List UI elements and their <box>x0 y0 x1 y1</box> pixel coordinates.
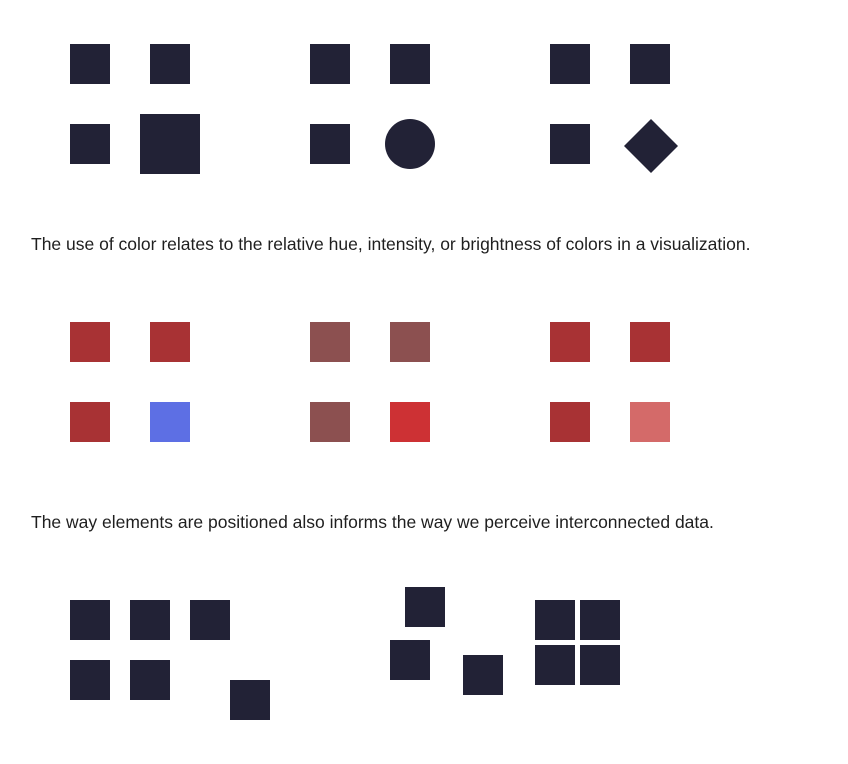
position-square <box>535 600 575 640</box>
color-square <box>310 322 350 362</box>
color-square-odd <box>630 402 670 442</box>
position-square <box>70 600 110 640</box>
color-square <box>70 402 110 442</box>
position-square <box>130 660 170 700</box>
shape-circle <box>385 119 435 169</box>
color-square <box>150 322 190 362</box>
shape-large-square <box>140 114 200 174</box>
shape-square <box>550 124 590 164</box>
position-square <box>405 587 445 627</box>
position-square <box>230 680 270 720</box>
shape-square <box>630 44 670 84</box>
position-square <box>190 600 230 640</box>
color-square <box>390 322 430 362</box>
position-square <box>580 600 620 640</box>
position-square <box>580 645 620 685</box>
color-square <box>550 322 590 362</box>
position-square <box>463 655 503 695</box>
color-square <box>310 402 350 442</box>
color-square-odd <box>150 402 190 442</box>
color-square <box>550 402 590 442</box>
shape-square <box>150 44 190 84</box>
position-caption: The way elements are positioned also inf… <box>31 512 714 532</box>
shape-square <box>70 124 110 164</box>
color-caption: The use of color relates to the relative… <box>31 234 751 254</box>
color-square <box>630 322 670 362</box>
color-square <box>70 322 110 362</box>
position-square <box>535 645 575 685</box>
shape-square <box>550 44 590 84</box>
color-square-odd <box>390 402 430 442</box>
shape-square <box>310 44 350 84</box>
shape-square <box>310 124 350 164</box>
position-square <box>70 660 110 700</box>
shape-square <box>390 44 430 84</box>
position-square <box>130 600 170 640</box>
position-square <box>390 640 430 680</box>
shape-square <box>70 44 110 84</box>
shape-diamond <box>624 119 678 173</box>
